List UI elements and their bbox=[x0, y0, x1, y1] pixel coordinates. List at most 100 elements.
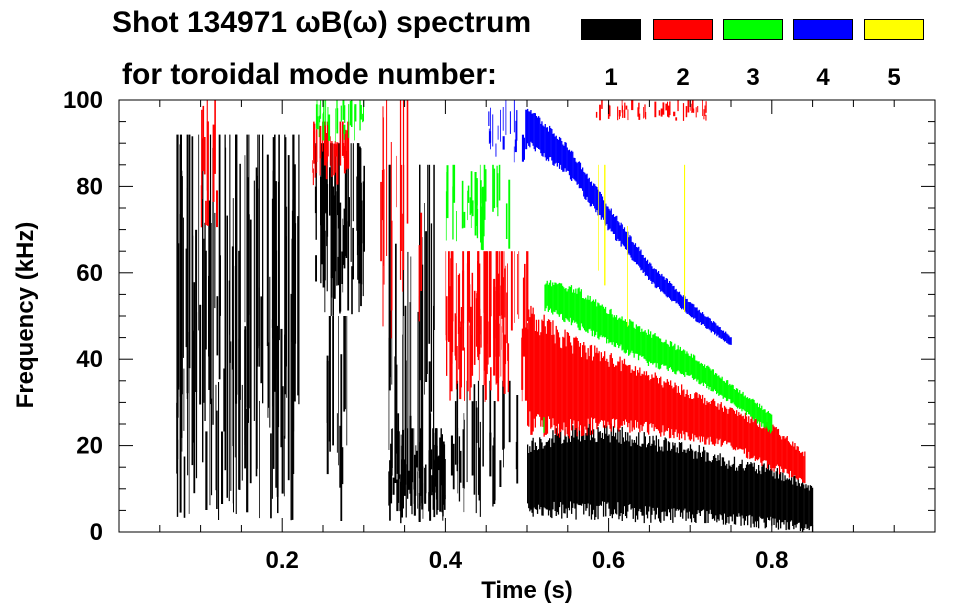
spectrum-ridge-slice bbox=[681, 295, 683, 310]
spectrum-ridge-slice bbox=[729, 465, 731, 517]
spectrum-ridge-slice bbox=[724, 382, 727, 398]
spectrum-ridge-slice bbox=[679, 294, 682, 308]
spectrum-streak bbox=[502, 107, 504, 131]
spectrum-streak bbox=[419, 476, 422, 496]
spectrum-ridge-slice bbox=[573, 337, 575, 421]
spectrum-streak bbox=[685, 106, 688, 118]
spectrum-streak bbox=[453, 164, 456, 203]
spectrum-ridge-slice bbox=[688, 355, 690, 376]
spectrum-streak bbox=[498, 323, 500, 357]
spectrum-ridge-slice bbox=[652, 435, 654, 508]
spectrum-ridge-slice bbox=[709, 461, 711, 510]
spectrum-streak bbox=[458, 273, 461, 323]
spectrum-ridge-slice bbox=[601, 357, 604, 421]
spectrum-ridge-slice bbox=[634, 243, 637, 262]
spectrum-streak bbox=[525, 109, 528, 150]
spectrum-ridge-slice bbox=[808, 490, 810, 531]
legend-swatch-mode-4 bbox=[793, 19, 853, 40]
spectrum-ridge-slice bbox=[761, 428, 763, 466]
spectrum-ridge-slice bbox=[687, 353, 689, 376]
spectrum-ridge-slice bbox=[545, 283, 547, 309]
spectrum-ridge-slice bbox=[545, 127, 547, 161]
spectrum-ridge-slice bbox=[633, 371, 635, 430]
spectrum-ridge-slice bbox=[675, 452, 677, 511]
spectrum-streak bbox=[183, 217, 184, 358]
spectrum-ridge-slice bbox=[743, 396, 745, 411]
spectrum-ridge-slice bbox=[544, 124, 546, 158]
spectrum-ridge-slice bbox=[763, 463, 765, 523]
spectrum-ridge-slice bbox=[645, 260, 648, 276]
spectrum-ridge-slice bbox=[683, 449, 685, 511]
spectrum-streak bbox=[247, 177, 249, 423]
spectrum-ridge-slice bbox=[733, 389, 735, 405]
spectrum-streak bbox=[508, 179, 511, 249]
spectrum-ridge-slice bbox=[673, 345, 675, 372]
spectrum-ridge-slice bbox=[708, 460, 710, 514]
spectrum-streak bbox=[343, 143, 345, 158]
spectrum-ridge-slice bbox=[545, 333, 547, 435]
spectrum-streak bbox=[496, 287, 498, 384]
spectrum-streak bbox=[315, 255, 317, 282]
spectrum-ridge-slice bbox=[552, 320, 554, 419]
spectrum-ridge-slice bbox=[664, 341, 666, 366]
spectrum-ridge-slice bbox=[541, 319, 543, 421]
spectrum-streak bbox=[332, 197, 335, 238]
spectrum-ridge-slice bbox=[597, 189, 599, 216]
spectrum-ridge-slice bbox=[672, 388, 674, 435]
spectrum-ridge-slice bbox=[752, 398, 754, 419]
spectrum-streak bbox=[417, 445, 419, 494]
spectrum-ridge-slice bbox=[699, 395, 701, 443]
spectrum-ridge-slice bbox=[668, 384, 671, 439]
spectrum-ridge-slice bbox=[617, 427, 619, 503]
spectrum-ridge-slice bbox=[681, 442, 683, 513]
spectrum-streak bbox=[214, 212, 216, 309]
spectrum-ridge-slice bbox=[650, 263, 652, 281]
y-tick-label: 100 bbox=[63, 87, 103, 114]
spectrum-streak bbox=[298, 134, 300, 405]
spectrum-ridge-slice bbox=[712, 369, 714, 392]
spectrum-ridge-slice bbox=[644, 257, 646, 276]
spectrum-ridge-slice bbox=[721, 457, 723, 520]
spectrum-ridge-slice bbox=[552, 282, 554, 315]
spectrum-ridge-slice bbox=[534, 442, 536, 510]
spectrum-ridge-slice bbox=[646, 444, 649, 519]
spectrum-streak bbox=[218, 134, 221, 380]
spectrum-streak bbox=[439, 448, 442, 476]
spectrum-ridge-slice bbox=[725, 380, 728, 402]
spectrum-streak bbox=[229, 134, 230, 335]
spectrum-ridge-slice bbox=[763, 421, 765, 461]
spectrum-ridge-slice bbox=[527, 444, 529, 504]
spectrum-ridge-slice bbox=[581, 298, 584, 327]
spectrum-streak bbox=[178, 243, 180, 390]
spectrum-streak bbox=[228, 280, 230, 502]
spectrum-ridge-slice bbox=[631, 321, 633, 351]
spectrum-streak bbox=[188, 134, 191, 369]
spectrum-ridge-slice bbox=[544, 284, 546, 312]
spectrum-ridge-slice bbox=[679, 443, 682, 517]
spectrum-ridge-slice bbox=[629, 319, 631, 355]
spectrum-streak bbox=[445, 251, 447, 336]
spectrum-ridge-slice bbox=[722, 411, 725, 443]
spectrum-streak bbox=[443, 495, 446, 510]
spectrum-ridge-slice bbox=[648, 375, 650, 435]
spectrum-ridge-slice bbox=[641, 254, 643, 270]
spectrum-streak bbox=[392, 477, 395, 495]
spectrum-ridge-slice bbox=[666, 343, 668, 370]
spectrum-ridge-slice bbox=[750, 418, 752, 459]
spectrum-ridge-slice bbox=[616, 439, 618, 515]
spectrum-streak bbox=[358, 221, 361, 284]
spectrum-ridge-slice bbox=[754, 418, 756, 461]
legend-swatch-mode-1 bbox=[581, 19, 641, 40]
spectrum-streak bbox=[434, 444, 435, 500]
spectrum-ridge-slice bbox=[562, 336, 564, 431]
legend-swatch-mode-5 bbox=[864, 19, 924, 40]
spectrum-ridge-slice bbox=[775, 471, 777, 528]
spectrum-ridge-slice bbox=[709, 368, 711, 387]
spectrum-ridge-slice bbox=[576, 163, 578, 185]
spectrum-streak bbox=[484, 169, 487, 202]
spectrum-streak bbox=[496, 165, 498, 208]
spectrum-ridge-slice bbox=[612, 317, 614, 343]
spectrum-ridge-slice bbox=[674, 343, 676, 374]
spectrum-ridge-slice bbox=[528, 309, 530, 427]
spectrum-ridge-slice bbox=[588, 423, 590, 517]
